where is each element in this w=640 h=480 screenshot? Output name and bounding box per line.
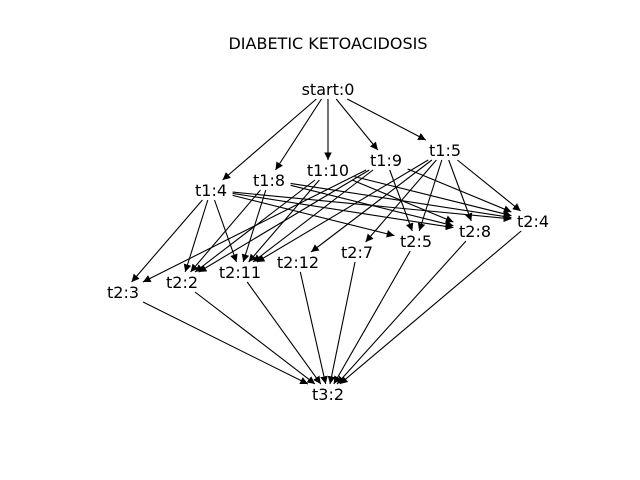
edge-layer	[131, 98, 522, 385]
node-t2-12: t2:12	[277, 253, 319, 272]
node-t1-9: t1:9	[370, 151, 402, 170]
node-t2-7: t2:7	[341, 243, 373, 262]
edge-t1-5-to-t2-4	[457, 159, 521, 212]
node-start-0: start:0	[302, 80, 355, 99]
edge-t1-4-to-t2-3	[131, 199, 203, 283]
edge-t1-4-to-t2-11	[213, 199, 238, 263]
node-t1-4: t1:4	[195, 181, 227, 200]
edge-start-0-to-t1-9	[335, 98, 379, 151]
edge-t1-5-to-t2-11	[256, 159, 429, 263]
node-t1-8: t1:8	[253, 171, 285, 190]
edge-t1-8-to-t2-11	[241, 189, 267, 263]
node-t2-2: t2:2	[166, 273, 198, 292]
edge-t2-7-to-t3-2	[327, 261, 356, 385]
edge-start-0-to-t1-5	[346, 98, 427, 141]
edge-t1-4-to-t2-8	[232, 192, 454, 231]
node-t2-5: t2:5	[400, 232, 432, 251]
edge-t2-8-to-t3-2	[336, 240, 467, 385]
edge-t1-10-to-t2-11	[248, 179, 320, 263]
edge-t1-9-to-t2-11	[252, 169, 374, 263]
edge-t2-5-to-t3-2	[333, 250, 411, 385]
edge-t2-3-to-t3-2	[142, 301, 309, 385]
edge-t2-2-to-t3-2	[194, 291, 316, 385]
edge-t1-10-to-t2-4	[354, 176, 512, 218]
edge-t2-11-to-t3-2	[246, 281, 322, 385]
diagram-title: DIABETIC KETOACIDOSIS	[228, 34, 427, 53]
node-t2-11: t2:11	[219, 263, 261, 282]
node-t2-3: t2:3	[107, 283, 139, 302]
node-t2-4: t2:4	[517, 212, 549, 231]
edge-start-0-to-t1-4	[222, 98, 317, 181]
edge-t1-9-to-t2-4	[407, 168, 512, 213]
edge-t2-4-to-t3-2	[339, 230, 522, 385]
edge-t1-4-to-t2-4	[232, 191, 512, 222]
edge-start-0-to-t1-8	[275, 98, 322, 171]
edge-t1-4-to-t2-2	[183, 199, 209, 273]
edge-t1-8-to-t2-4	[290, 182, 512, 221]
node-t1-10: t1:10	[307, 161, 349, 180]
edge-t1-4-to-t2-5	[232, 194, 395, 238]
node-t1-5: t1:5	[429, 141, 461, 160]
node-t3-2: t3:2	[312, 385, 344, 404]
node-layer: start:0 t1:5 t1:9 t1:10 t1:8 t1:4 t2:4 t2:8 t2:5…	[107, 80, 549, 404]
edge-t2-12-to-t3-2	[299, 271, 328, 385]
node-t2-8: t2:8	[459, 222, 491, 241]
